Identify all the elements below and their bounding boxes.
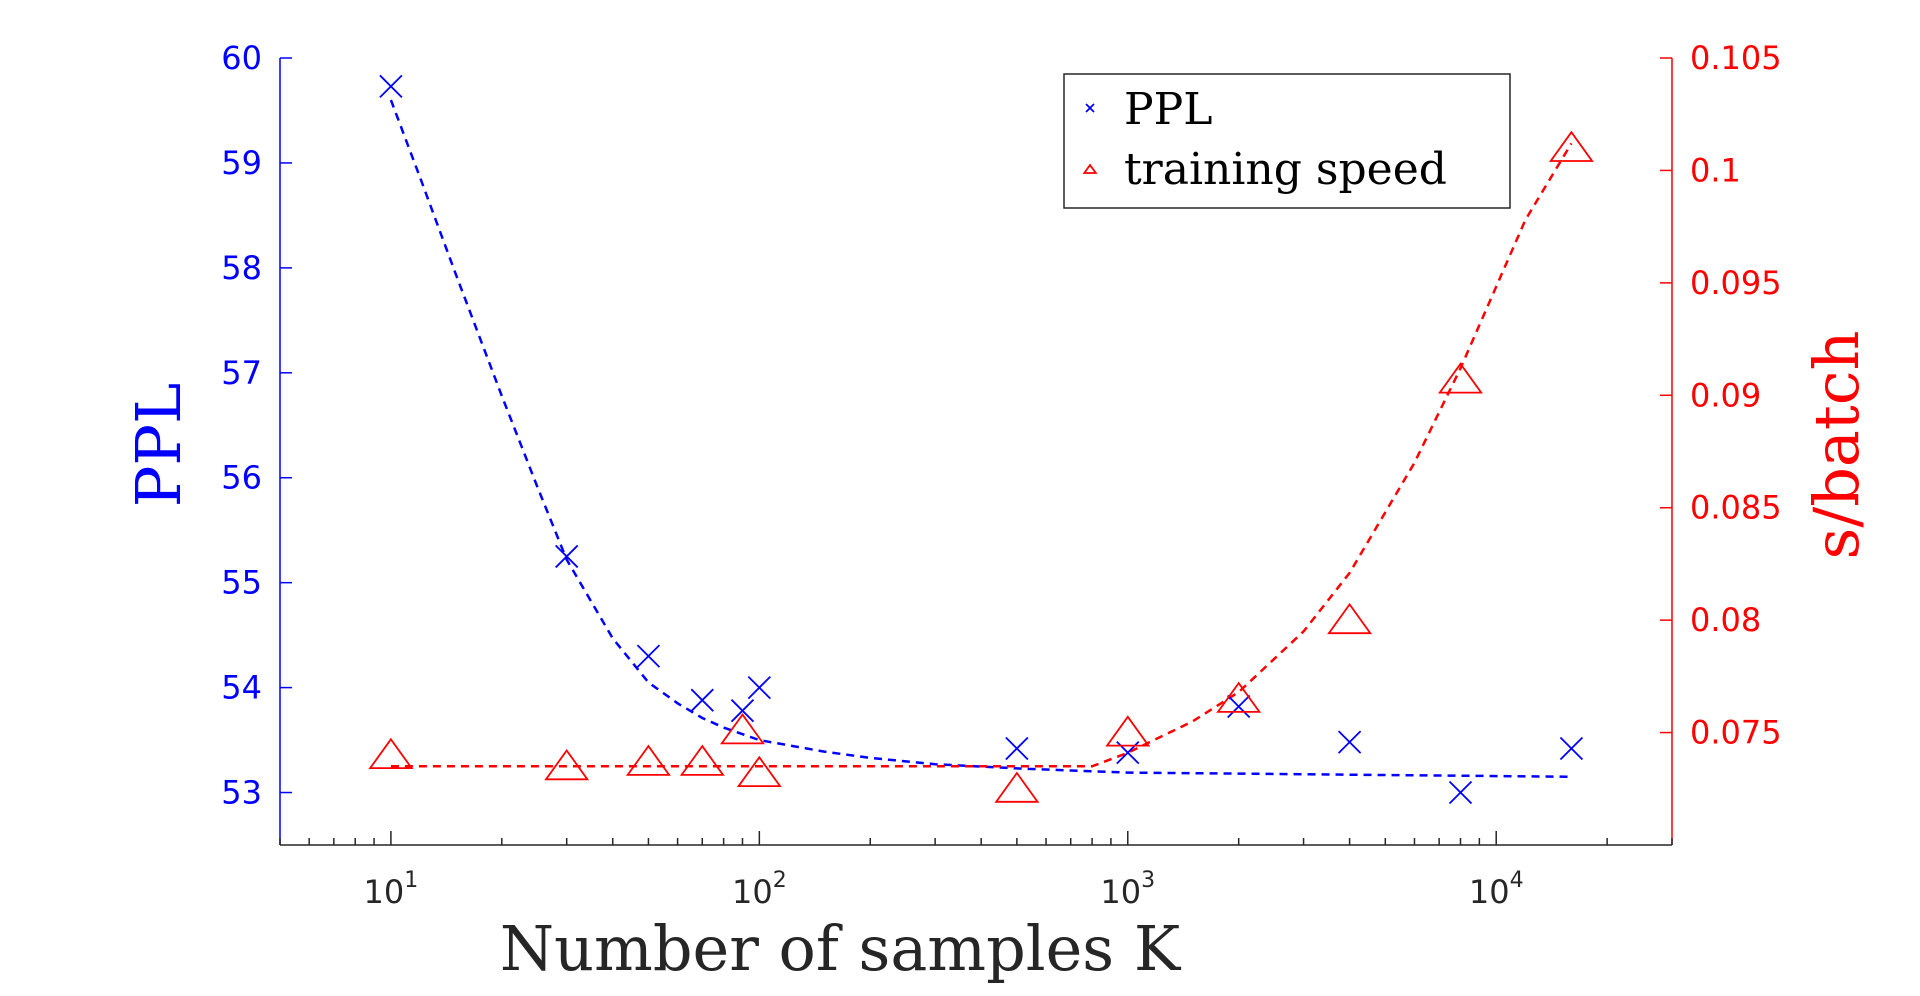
speed-point — [736, 755, 782, 787]
marker-stroke — [555, 544, 579, 569]
right-axis-title: s/batch — [1800, 331, 1873, 560]
right-tick-label: 0.09 — [1690, 376, 1761, 414]
legend-label-ppl: PPL — [1124, 84, 1212, 135]
marker-stroke — [1227, 694, 1251, 719]
speed-point — [1327, 602, 1373, 635]
x-tick-label: 103 — [1100, 868, 1155, 911]
left-tick-label: 60 — [221, 39, 262, 77]
speed-point — [1548, 130, 1594, 162]
marker-stroke — [747, 675, 771, 700]
speed-point — [679, 744, 725, 776]
x-tick-label: 101 — [364, 868, 419, 911]
legend-box — [1063, 73, 1511, 209]
speed-point — [1438, 362, 1483, 394]
speed-point — [544, 748, 590, 781]
ppl-point — [636, 644, 661, 668]
x-tick-label: 102 — [732, 868, 787, 911]
right-tick-label: 0.1 — [1690, 151, 1741, 189]
right-tick-label: 0.085 — [1690, 489, 1782, 527]
marker-stroke — [379, 74, 403, 98]
marker-stroke — [730, 699, 755, 723]
ppl-point — [747, 675, 771, 700]
ppl-fit-line — [389, 99, 1572, 779]
legend-label-training-speed: training speed — [1124, 144, 1447, 195]
left-axis-title: PPL — [122, 383, 195, 508]
ppl-point — [690, 688, 714, 712]
speed-point — [1105, 715, 1151, 747]
fit-lines — [389, 99, 1573, 779]
left-tick-label: 54 — [221, 669, 262, 707]
ppl-point — [1448, 780, 1473, 805]
marker-stroke — [1337, 730, 1362, 754]
left-tick-label: 56 — [221, 459, 262, 497]
axes: 101 102 103 104 53 54 55 56 57 58 59 60 0.075 0.08 0.0… — [221, 39, 1781, 911]
left-tick-label: 58 — [221, 249, 262, 287]
legend-marker-training-speed — [1082, 163, 1098, 174]
left-tick-label: 59 — [221, 144, 262, 182]
left-tick-label: 55 — [221, 564, 262, 602]
speed-point — [625, 744, 671, 776]
ppl-point — [730, 699, 755, 723]
legend-x-marker — [1085, 103, 1095, 113]
speed-point — [994, 771, 1040, 803]
marker-stroke — [1005, 736, 1029, 761]
speed-fit-line — [390, 142, 1573, 768]
ppl-point — [1559, 736, 1584, 761]
legend-triangle-marker — [1082, 163, 1098, 174]
marker-stroke — [636, 644, 661, 668]
ppl-point — [1005, 736, 1029, 761]
legend: PPL training speed — [1063, 73, 1511, 209]
left-tick-label: 57 — [221, 354, 262, 392]
left-tick-label: 53 — [221, 774, 262, 812]
ppl-point — [555, 544, 579, 569]
marker-stroke — [1559, 736, 1584, 761]
speed-point — [720, 713, 765, 745]
x-tick-label: 104 — [1469, 868, 1524, 911]
right-tick-label: 0.08 — [1690, 601, 1761, 639]
x-axis-title: Number of samples K — [500, 912, 1182, 985]
marker-stroke — [690, 688, 714, 712]
right-tick-label: 0.105 — [1690, 39, 1782, 77]
ppl-point — [1337, 730, 1362, 754]
ppl-point — [379, 74, 403, 98]
right-tick-label: 0.095 — [1690, 264, 1782, 302]
speed-point — [1216, 681, 1262, 713]
marker-stroke — [1085, 103, 1095, 113]
ppl-point — [1227, 694, 1251, 719]
legend-marker-ppl — [1085, 103, 1095, 113]
data-markers — [368, 74, 1594, 805]
marker-stroke — [1448, 780, 1473, 805]
right-tick-label: 0.075 — [1690, 714, 1782, 752]
speed-point — [368, 737, 414, 769]
